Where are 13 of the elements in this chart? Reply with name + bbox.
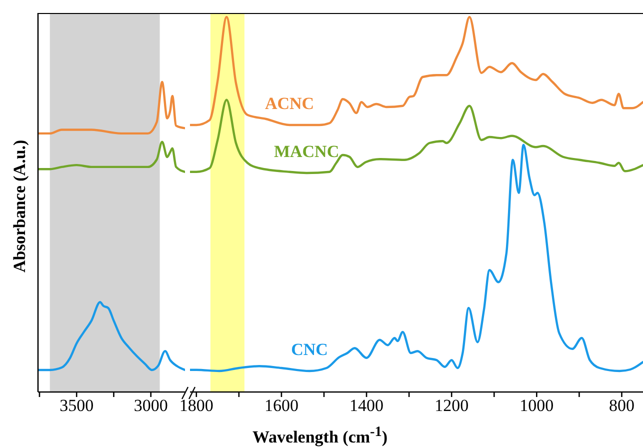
- x-tick-label: 3000: [134, 396, 168, 416]
- x-tick-label: 1000: [520, 396, 554, 416]
- x-axis-title: Wavelength (cm$^{-1}$): [251, 424, 389, 447]
- series-label: MACNC: [274, 142, 340, 161]
- series-label: CNC: [291, 340, 328, 359]
- series-label: ACNC: [264, 94, 314, 113]
- x-tick-label: 1200: [434, 396, 469, 416]
- x-tick-label: 1800: [179, 396, 214, 416]
- y-axis-title: Absorbance (A.u.): [10, 140, 30, 272]
- x-tick-label: 3500: [60, 396, 94, 416]
- x-tick-label: 800: [608, 396, 634, 416]
- x-tick-label: 1600: [264, 396, 298, 416]
- x-tick-label: 1400: [350, 396, 384, 416]
